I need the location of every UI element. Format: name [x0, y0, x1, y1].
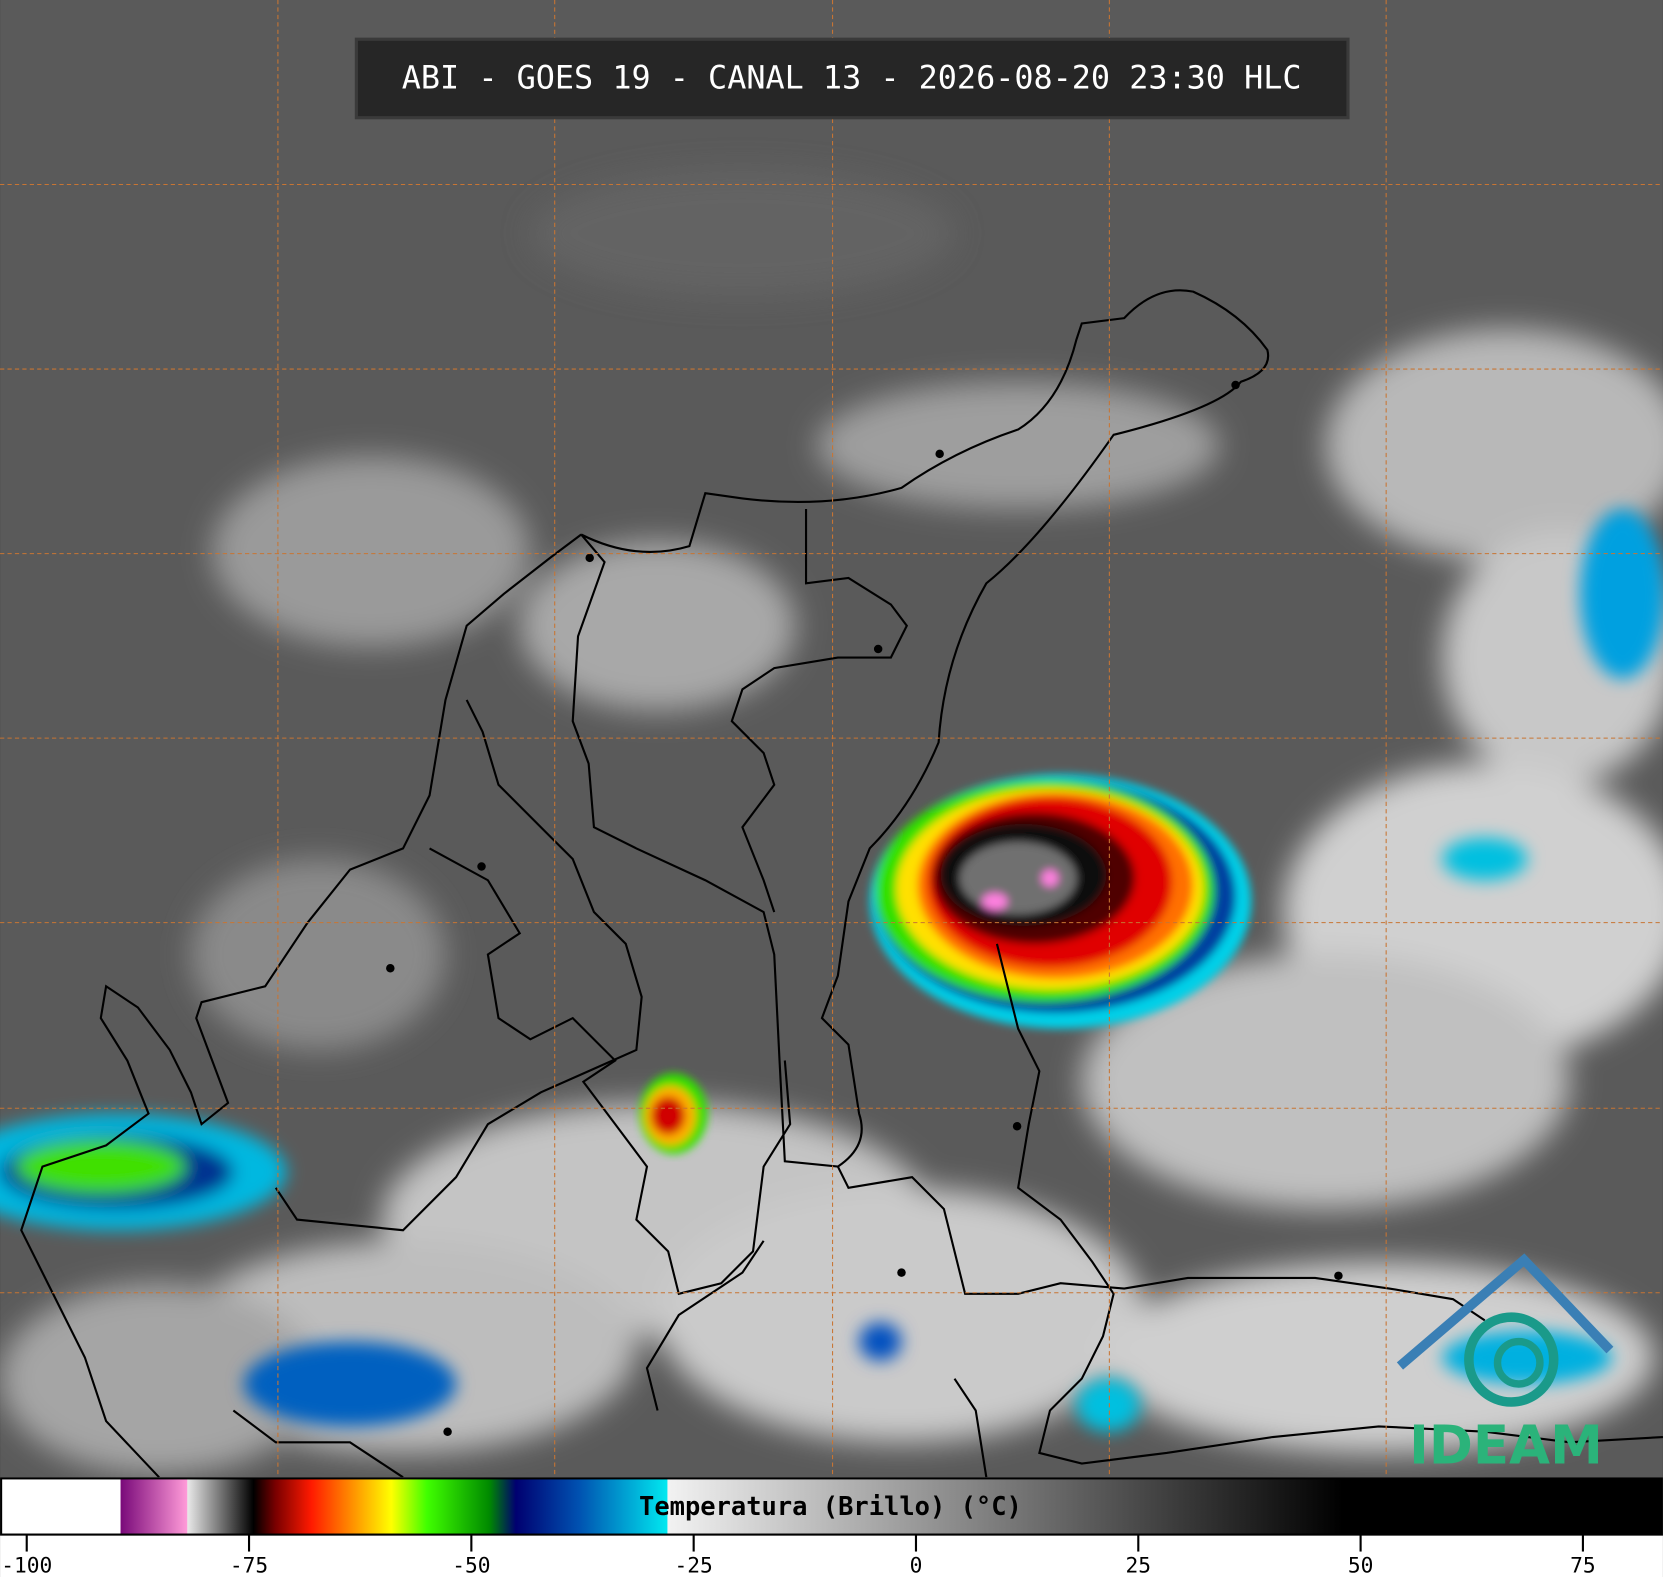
- clouds: [0, 169, 1663, 1475]
- tick-label: 50: [1348, 1553, 1374, 1577]
- logo-text: IDEAM: [1409, 1415, 1603, 1477]
- graticule: [0, 0, 1663, 1478]
- storm-main: [869, 774, 1252, 1029]
- city-markers: [386, 380, 1343, 1436]
- tick-label: -100: [1, 1553, 52, 1577]
- tick-label: 25: [1126, 1553, 1152, 1577]
- colorbar-label: Temperatura (Brillo) (°C): [639, 1492, 1022, 1522]
- logo: IDEAM: [1396, 1253, 1614, 1477]
- tick-label: -50: [452, 1553, 490, 1577]
- tick-label: -25: [675, 1553, 713, 1577]
- tick-label: 0: [910, 1553, 923, 1577]
- tick-label: -75: [230, 1553, 268, 1577]
- tick-label: 75: [1570, 1553, 1596, 1577]
- boundaries: [20, 289, 1663, 1479]
- title-box: [354, 37, 1350, 120]
- colorbar-ticks: -100 -75 -50 -25 0 25 50 75: [1, 1534, 1596, 1577]
- storm-small: [639, 1073, 708, 1154]
- colorbar: [0, 1477, 1663, 1536]
- storm-west: [0, 509, 1663, 1432]
- title: ABI - GOES 19 - CANAL 13 - 2026-08-20 23…: [402, 59, 1302, 97]
